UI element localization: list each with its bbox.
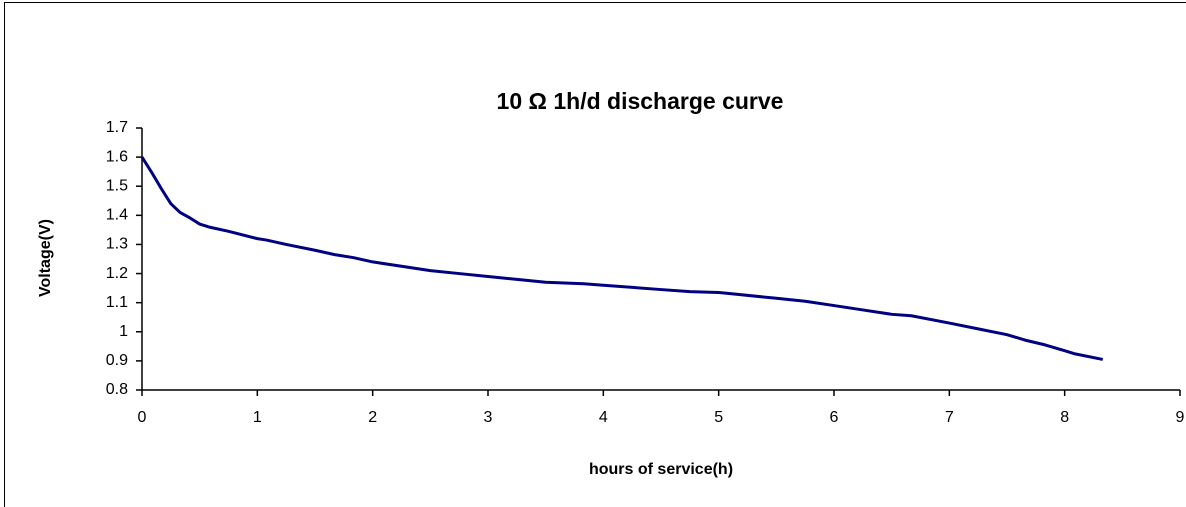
x-tick-label: 1	[253, 409, 262, 426]
x-tick-label: 4	[599, 409, 608, 426]
y-tick-label: 1.7	[106, 119, 128, 136]
x-tick-label: 6	[830, 409, 839, 426]
chart-title: 10 Ω 1h/d discharge curve	[497, 88, 784, 114]
x-tick-label: 0	[138, 409, 147, 426]
y-tick-label: 1.1	[106, 294, 128, 311]
y-tick-label: 1.2	[106, 265, 128, 282]
y-tick-label: 1.4	[106, 207, 128, 224]
y-tick-label: 1.6	[106, 148, 128, 165]
x-tick-label: 2	[368, 409, 377, 426]
y-tick-label: 1.3	[106, 236, 128, 253]
x-tick-label: 7	[945, 409, 954, 426]
x-axis-label: hours of service(h)	[589, 461, 733, 478]
x-tick-label: 9	[1176, 409, 1185, 426]
y-axis-label: Voltage(V)	[37, 219, 54, 297]
y-tick-label: 0.9	[106, 352, 128, 369]
data-line	[140, 156, 1104, 361]
y-tick-label: 1	[119, 323, 128, 340]
chart-frame	[4, 2, 1186, 507]
y-tick-label: 0.8	[106, 381, 128, 398]
x-tick-label: 3	[484, 409, 493, 426]
y-tick-label: 1.5	[106, 177, 128, 194]
x-tick-label: 5	[714, 409, 723, 426]
x-tick-label: 8	[1060, 409, 1069, 426]
